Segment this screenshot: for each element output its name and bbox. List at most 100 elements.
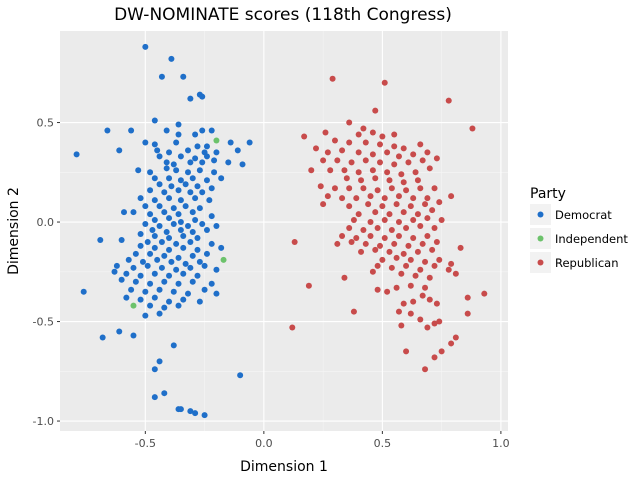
point-democrat [199,189,206,196]
point-republican [400,250,407,257]
point-republican [436,199,443,206]
point-democrat [189,175,196,182]
point-democrat [199,159,206,166]
point-democrat [199,221,206,228]
point-democrat [218,175,225,182]
point-republican [469,125,476,132]
point-republican [320,157,327,164]
point-republican [391,143,398,150]
point-democrat [203,227,210,234]
point-republican [414,211,421,218]
point-republican [386,248,393,255]
point-democrat [168,258,175,265]
point-democrat [166,195,173,202]
point-democrat [194,234,201,241]
point-democrat [144,238,151,245]
point-democrat [118,236,125,243]
point-democrat [185,223,191,230]
point-republican [410,234,417,241]
point-republican [417,266,424,273]
point-republican [417,141,424,148]
point-republican [353,195,360,202]
point-democrat [196,258,203,265]
y-axis-ticks: -1.0 -0.5 0.0 0.5 [33,117,60,428]
point-republican [412,272,419,279]
point-republican [417,223,424,230]
point-democrat [123,294,130,301]
point-democrat [147,250,154,257]
x-tick-label: 0.5 [374,437,392,450]
legend-label-democrat: Democrat [555,208,612,222]
point-republican [452,334,459,341]
point-republican [372,246,379,253]
point-republican [374,286,381,293]
point-republican [381,195,388,202]
point-republican [414,177,421,184]
point-republican [419,240,426,247]
point-republican [395,308,402,315]
point-republican [348,238,355,245]
point-republican [346,185,353,192]
point-republican [464,310,471,317]
chart-title: DW-NOMINATE scores (118th Congress) [114,5,452,25]
point-republican [452,270,459,277]
point-republican [457,244,464,251]
point-democrat [73,151,80,158]
point-republican [367,232,374,239]
point-democrat [130,332,137,339]
point-democrat [177,219,184,226]
x-axis-title: Dimension 1 [240,459,328,475]
point-republican [346,225,353,232]
point-democrat [80,288,87,295]
point-republican [393,254,400,261]
point-republican [372,209,379,216]
point-republican [400,179,407,186]
point-democrat [203,143,210,150]
point-democrat [213,223,220,230]
point-republican [372,175,379,182]
point-republican [405,159,412,166]
point-democrat [173,266,180,273]
point-republican [362,240,369,247]
point-republican [377,141,383,148]
point-democrat [111,268,118,275]
point-democrat [156,153,163,160]
point-republican [355,211,362,218]
point-republican [320,201,327,208]
point-democrat [194,246,201,253]
point-republican [448,340,455,347]
point-democrat [187,408,194,415]
point-republican [429,246,436,253]
point-democrat [166,149,173,156]
point-republican [374,187,381,194]
x-tick-label: 0.0 [255,437,273,450]
point-democrat [125,256,132,263]
point-republican [322,129,329,136]
point-democrat [180,232,187,239]
point-republican [419,157,426,164]
point-democrat [156,358,163,365]
point-republican [398,171,405,178]
point-republican [426,274,433,281]
point-republican [398,270,405,277]
point-democrat [151,217,158,224]
point-republican [412,169,419,176]
point-democrat [201,262,208,269]
point-democrat [173,240,180,247]
y-tick-label: -1.0 [33,415,54,428]
point-democrat [208,213,215,220]
point-democrat [177,177,184,184]
point-democrat [156,203,163,210]
point-republican [308,167,315,174]
data-points [73,43,488,419]
point-democrat [192,195,199,202]
point-democrat [161,390,168,397]
point-democrat [166,272,173,279]
point-republican [369,129,376,136]
point-republican [355,169,362,176]
point-democrat [130,264,137,271]
point-republican [426,165,433,172]
point-democrat [199,93,206,100]
point-republican [386,177,393,184]
